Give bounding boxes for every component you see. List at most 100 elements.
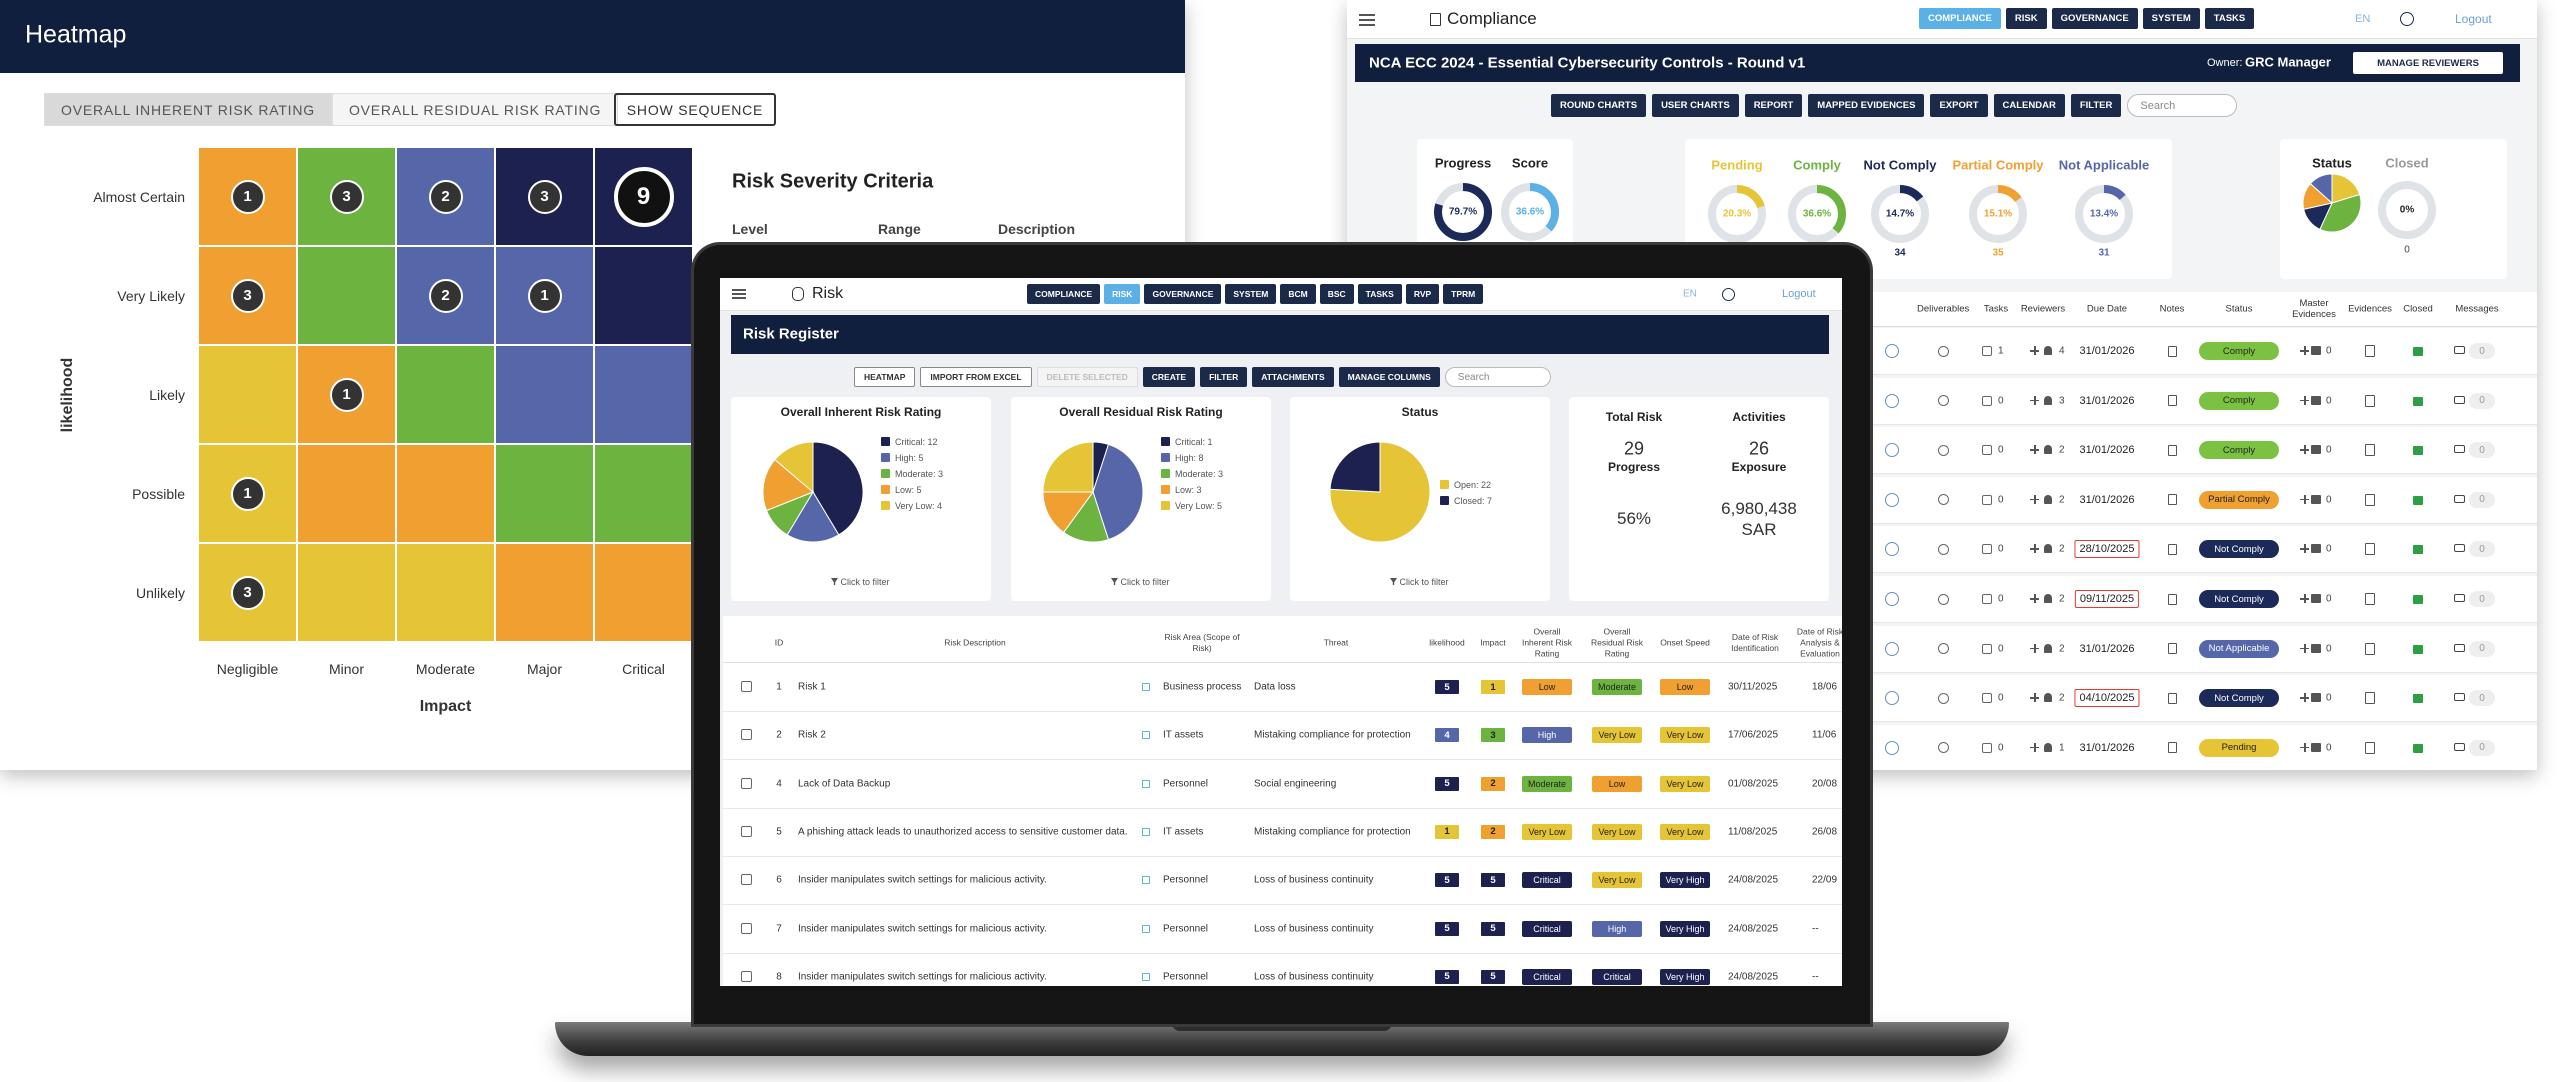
nav-button[interactable]: BSC [1319, 284, 1354, 304]
donut-value: 79.7% [1448, 206, 1478, 218]
icon [1982, 494, 1992, 505]
count-badge[interactable]: 3 [230, 278, 265, 313]
filter-hint[interactable]: Click to filter [1399, 577, 1449, 587]
toolbar-button[interactable]: ROUND CHARTS [1551, 94, 1647, 117]
search-box[interactable]: Search [2127, 94, 2238, 117]
legend-label: High: 8 [1175, 452, 1204, 463]
person-icon [2044, 643, 2052, 653]
sequence-button[interactable]: SHOW SEQUENCE [614, 93, 776, 126]
toolbar-button[interactable]: FILTER [1200, 367, 1248, 387]
nav-button[interactable]: TPRM [1443, 284, 1484, 304]
message-count: 0 [2469, 591, 2495, 607]
search-box[interactable]: Search [1444, 367, 1551, 387]
donut-value: 36.6% [1802, 208, 1832, 220]
cell-area: Business process [1163, 681, 1242, 693]
menu-icon [732, 289, 746, 291]
pie-slice [1042, 441, 1094, 493]
count-badge[interactable]: 1 [329, 377, 364, 412]
folder-icon [2311, 693, 2321, 703]
rating-badge: Critical [1522, 920, 1572, 937]
nav-button[interactable]: RISK [2005, 8, 2047, 29]
nav-button[interactable]: TASKS [2204, 8, 2255, 29]
count-badge[interactable]: 3 [329, 179, 364, 214]
nav-button[interactable]: GOVERNANCE [1144, 284, 1222, 304]
row-checkbox[interactable] [741, 874, 752, 886]
rating-badge: Very Low [1592, 872, 1642, 889]
column-header: Due Date [2086, 303, 2128, 315]
legend-label: Moderate: 3 [1175, 468, 1224, 479]
toolbar-button[interactable]: HEATMAP [854, 367, 916, 387]
cell-threat: Mistaking compliance for protection [1254, 729, 1411, 741]
row-label: Almost Certain [93, 188, 185, 205]
row-checkbox[interactable] [741, 970, 752, 982]
nav-button[interactable]: BCM [1280, 284, 1316, 304]
nav-button[interactable]: COMPLIANCE [1027, 284, 1101, 304]
row-checkbox[interactable] [741, 777, 752, 789]
task-count: 0 [1998, 395, 2004, 407]
filter-hint[interactable]: Click to filter [1120, 577, 1170, 587]
row-checkbox[interactable] [741, 922, 752, 934]
column-header: ID [774, 637, 784, 648]
task-count: 0 [1998, 692, 2004, 704]
row-checkbox[interactable] [741, 729, 752, 741]
toolbar-button[interactable]: IMPORT FROM EXCEL [920, 367, 1032, 387]
nav-button[interactable]: TASKS [1357, 284, 1402, 304]
nav-button[interactable]: SYSTEM [1225, 284, 1277, 304]
person-icon [2044, 594, 2052, 603]
logout-link[interactable]: Logout [1782, 288, 1816, 300]
evidence-count: 0 [2326, 345, 2332, 357]
toolbar-button[interactable]: ATTACHMENTS [1252, 367, 1334, 387]
nav-button[interactable]: RISK [1104, 284, 1141, 304]
toolbar-button[interactable]: EXPORT [1930, 94, 1988, 117]
cell-area: IT assets [1163, 826, 1204, 838]
count-badge[interactable]: 2 [428, 179, 463, 214]
language-switch[interactable]: EN [2355, 13, 2371, 25]
rating-badge: Very Low [1660, 823, 1710, 840]
status-badge: Not Comply [2199, 689, 2279, 708]
count-badge[interactable]: 1 [230, 179, 265, 214]
row-label: Very Likely [117, 287, 185, 304]
nav-button[interactable]: COMPLIANCE [1919, 8, 2001, 29]
toolbar-button[interactable]: FILTER [2070, 94, 2122, 117]
logout-link[interactable]: Logout [2455, 12, 2492, 26]
count-badge[interactable]: 2 [428, 278, 463, 313]
row-rule [723, 807, 1842, 809]
row-checkbox[interactable] [741, 681, 752, 692]
donut-label: Score [1511, 155, 1549, 171]
cell-area: IT assets [1163, 729, 1204, 741]
filter-hint[interactable]: Click to filter [840, 577, 890, 587]
toolbar-button[interactable]: MANAGE COLUMNS [1338, 367, 1440, 387]
count-badge[interactable]: 3 [230, 575, 265, 610]
chat-icon [2454, 346, 2465, 354]
toolbar-button[interactable]: MAPPED EVIDENCES [1808, 94, 1925, 117]
reviewer-count: 1 [2059, 742, 2065, 754]
legend-swatch [1440, 480, 1449, 489]
toolbar-button[interactable]: REPORT [1744, 94, 1803, 117]
toolbar: HEATMAP IMPORT FROM EXCEL DELETE SELECTED C… [854, 367, 1551, 387]
manage-reviewers-button[interactable]: MANAGE REVIEWERS [2353, 52, 2503, 74]
rating-badge: Low [1660, 679, 1710, 695]
language-switch[interactable]: EN [1683, 288, 1697, 300]
toolbar-button[interactable]: CREATE [1142, 367, 1196, 387]
table-row [1827, 576, 2537, 623]
icon [2167, 692, 2177, 704]
nav-button[interactable]: RVP [1405, 284, 1440, 304]
tab[interactable]: OVERALL INHERENT RISK RATING [44, 93, 332, 126]
row-checkbox[interactable] [741, 825, 752, 837]
count-badge[interactable]: 3 [527, 179, 562, 214]
menu-icon [1359, 19, 1375, 21]
cell-description: Insider manipulates switch settings for … [798, 971, 1047, 983]
cell-area: Personnel [1163, 971, 1209, 983]
nav-button[interactable]: SYSTEM [2142, 8, 2200, 29]
heatmap-cell [495, 444, 594, 543]
count-badge[interactable]: 1 [230, 476, 265, 511]
nav-button[interactable]: GOVERNANCE [2051, 8, 2138, 29]
toolbar-button[interactable]: CALENDAR [1993, 94, 2065, 117]
count-badge[interactable]: 9 [613, 166, 674, 227]
cell-threat: Loss of business continuity [1254, 971, 1374, 983]
person-icon [2044, 445, 2052, 455]
toolbar-button[interactable]: USER CHARTS [1652, 94, 1739, 117]
count-badge[interactable]: 1 [527, 278, 562, 313]
tab[interactable]: OVERALL RESIDUAL RISK RATING [331, 93, 619, 126]
link-icon [1142, 683, 1150, 691]
